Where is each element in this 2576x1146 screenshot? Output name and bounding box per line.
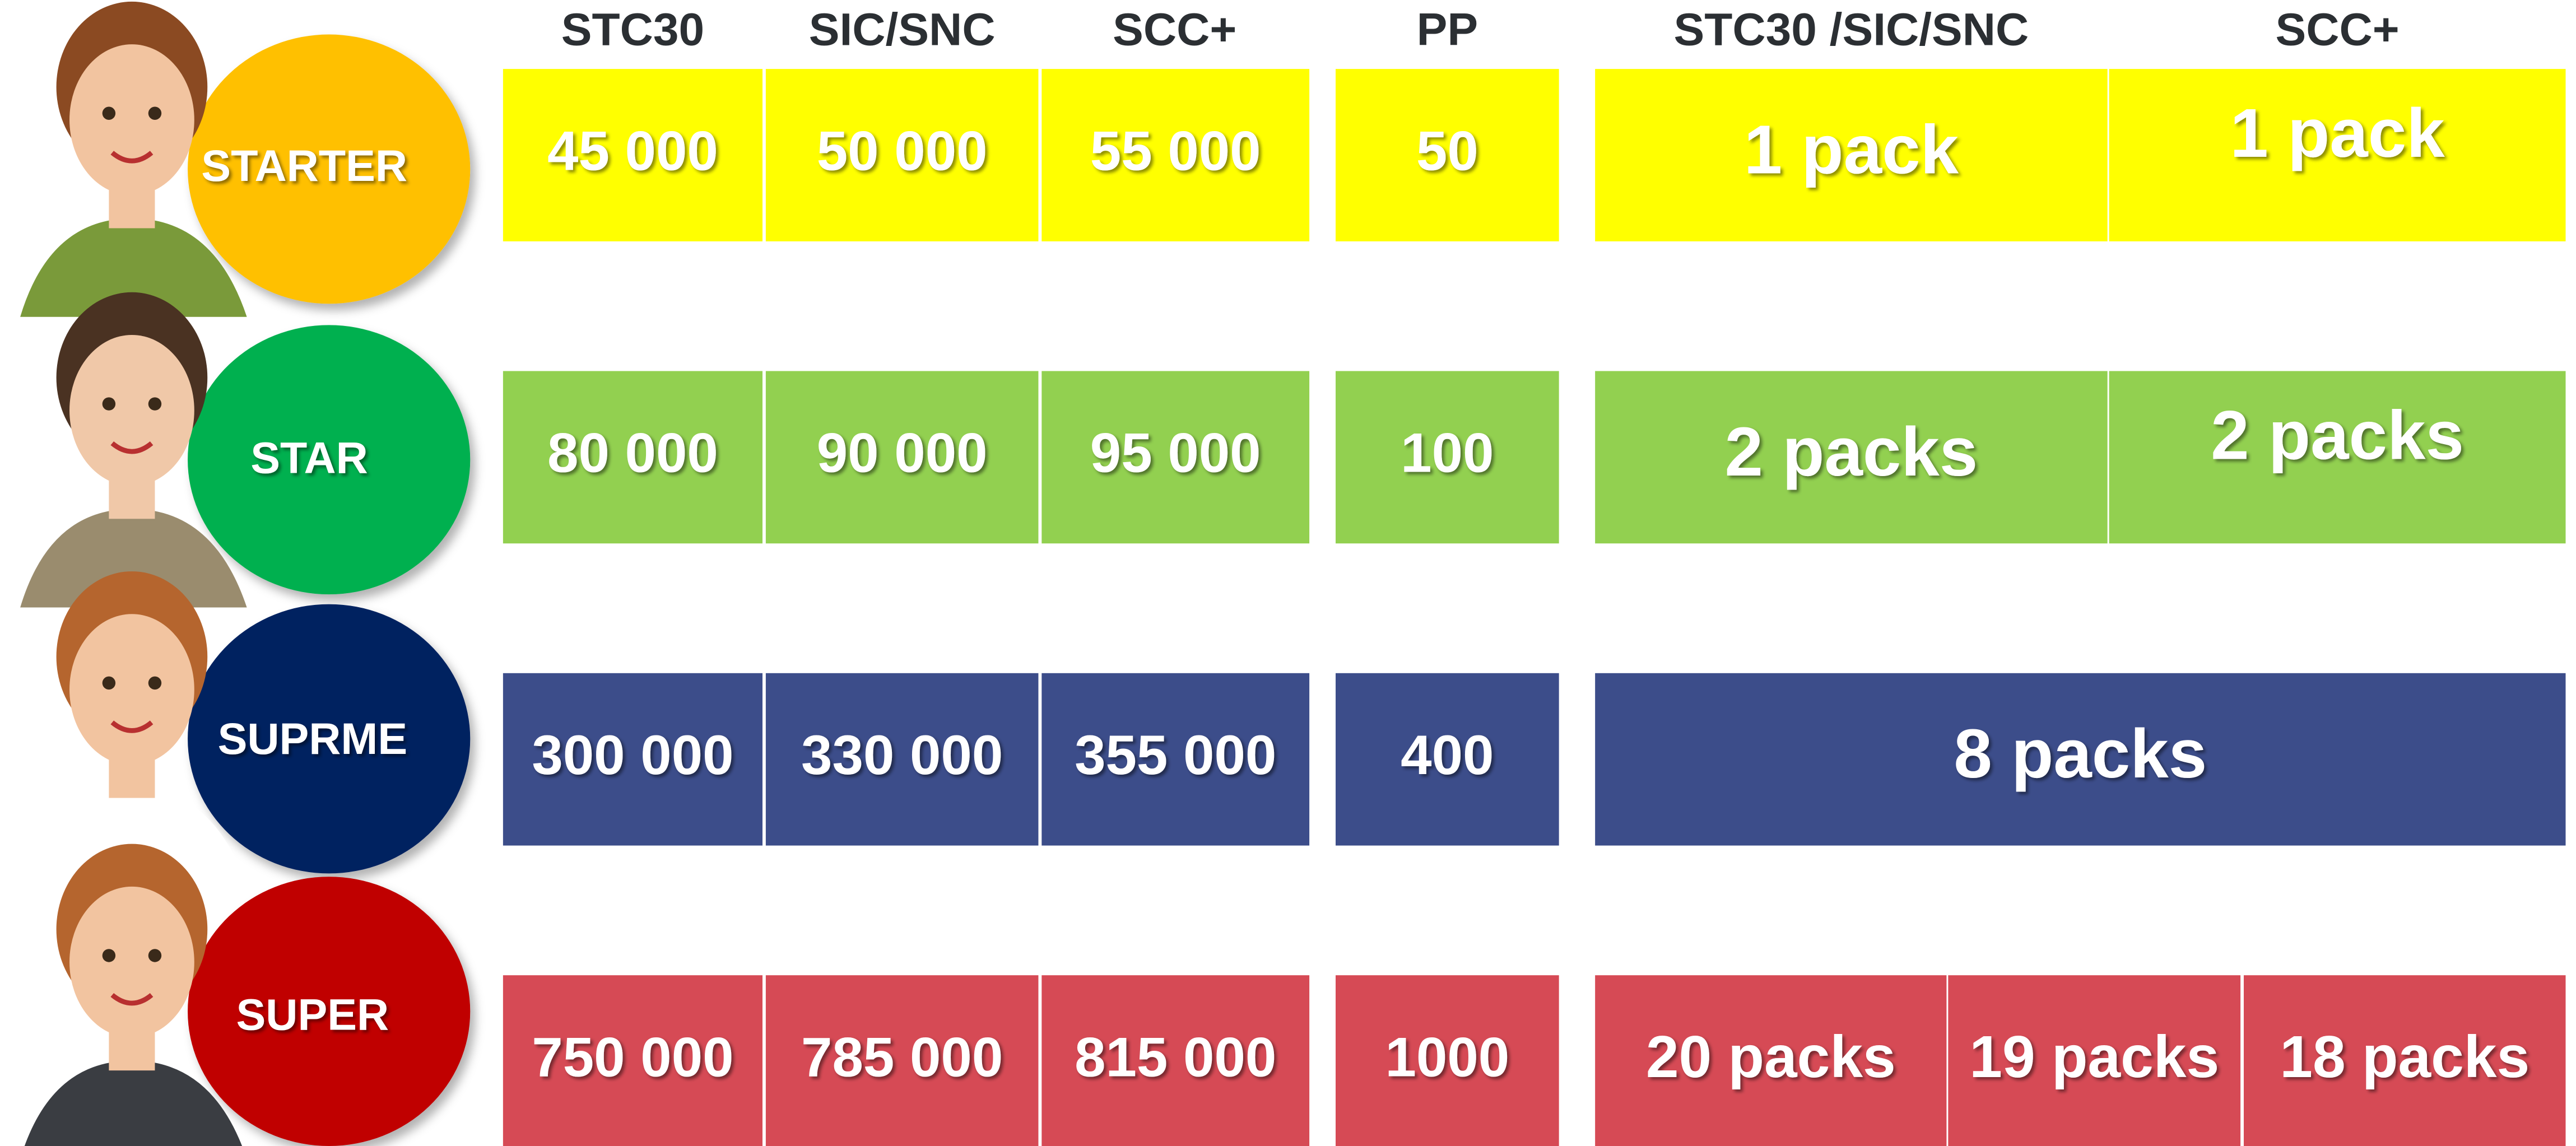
pack-value: 1 pack <box>2230 95 2445 172</box>
avatar-body <box>20 788 247 887</box>
cell-value: 50 000 <box>817 120 988 182</box>
cell <box>765 371 1039 544</box>
avatar-eye <box>102 397 116 411</box>
cell-value: 55 000 <box>1090 120 1261 182</box>
cell <box>765 975 1039 1146</box>
level-label: STARTER <box>201 141 407 190</box>
pack-cell <box>1595 673 2566 846</box>
pack-cell <box>2109 371 2566 544</box>
pack-value: 18 packs <box>2280 1024 2529 1090</box>
column-header: STC30 /SIC/SNC <box>1673 4 2029 55</box>
pack-cell <box>1948 975 2241 1146</box>
cell-value: 355 000 <box>1075 724 1276 786</box>
pack-value: 8 packs <box>1954 716 2207 793</box>
cell <box>765 69 1039 241</box>
level-bubble <box>188 604 471 874</box>
avatar-face <box>69 614 194 765</box>
cell-value: 785 000 <box>801 1026 1003 1088</box>
avatar-mouth <box>110 441 154 454</box>
pack-value: 19 packs <box>1969 1024 2219 1090</box>
column-header: PP <box>1417 4 1478 55</box>
avatar-eye <box>102 949 116 962</box>
pp-value: 1000 <box>1385 1026 1509 1088</box>
cell <box>503 371 763 544</box>
pack-cell <box>2109 69 2566 241</box>
pack-cell <box>1595 371 2108 544</box>
cell-value: 815 000 <box>1075 1026 1276 1088</box>
avatar-mouth <box>110 720 154 733</box>
level-bubble <box>188 877 471 1146</box>
avatar-face <box>69 886 194 1038</box>
pp-value: 50 <box>1416 120 1478 182</box>
cell-value: 80 000 <box>547 422 718 485</box>
cell <box>1041 975 1310 1146</box>
level-label: SUPER <box>236 989 389 1039</box>
pack-cell <box>2243 975 2566 1146</box>
pack-value: 2 packs <box>1725 414 1978 491</box>
avatar-body <box>20 218 247 317</box>
cell-value: 95 000 <box>1090 422 1261 485</box>
avatar-face <box>69 334 194 486</box>
cell <box>1041 673 1310 846</box>
column-header: SIC/SNC <box>809 4 996 55</box>
avatar-body <box>24 1060 242 1146</box>
cell-value: 750 000 <box>532 1026 733 1088</box>
avatar-face <box>69 44 194 195</box>
level-bubble <box>188 34 471 304</box>
pp-cell <box>1336 673 1559 846</box>
avatars <box>20 1 471 1146</box>
cell <box>503 69 763 241</box>
cell <box>765 673 1039 846</box>
cell <box>503 673 763 846</box>
avatar-eye <box>148 397 162 411</box>
avatar-eye <box>102 676 116 690</box>
avatar-mouth <box>110 151 154 164</box>
pp-value: 400 <box>1401 724 1494 786</box>
level-bubble <box>188 325 471 595</box>
cell <box>1041 69 1310 241</box>
pack-cell <box>1595 69 2108 241</box>
pp-cell <box>1336 975 1559 1146</box>
avatar-mouth <box>110 993 154 1006</box>
avatar-eye <box>148 949 162 962</box>
pack-value: 1 pack <box>1744 112 1959 189</box>
level-label: SUPRME <box>218 714 408 763</box>
pp-value: 100 <box>1401 422 1494 485</box>
cell <box>1041 371 1310 544</box>
cell-value: 330 000 <box>801 724 1003 786</box>
pack-value: 20 packs <box>1646 1024 1896 1090</box>
column-header: SCC+ <box>2275 4 2399 55</box>
pp-cell <box>1336 371 1559 544</box>
cell-value: 45 000 <box>547 120 718 182</box>
column-header: STC30 <box>561 4 704 55</box>
column-header: SCC+ <box>1113 4 1236 55</box>
pp-cell <box>1336 69 1559 241</box>
cell-value: 300 000 <box>532 724 733 786</box>
level-label: STAR <box>250 433 368 483</box>
pack-cell <box>1595 975 1947 1146</box>
avatar-eye <box>148 676 162 690</box>
cell <box>503 975 763 1146</box>
pack-value: 2 packs <box>2211 398 2464 474</box>
avatar-eye <box>148 106 162 120</box>
avatar-eye <box>102 106 116 120</box>
cell-value: 90 000 <box>817 422 988 485</box>
avatar-body <box>20 509 247 608</box>
